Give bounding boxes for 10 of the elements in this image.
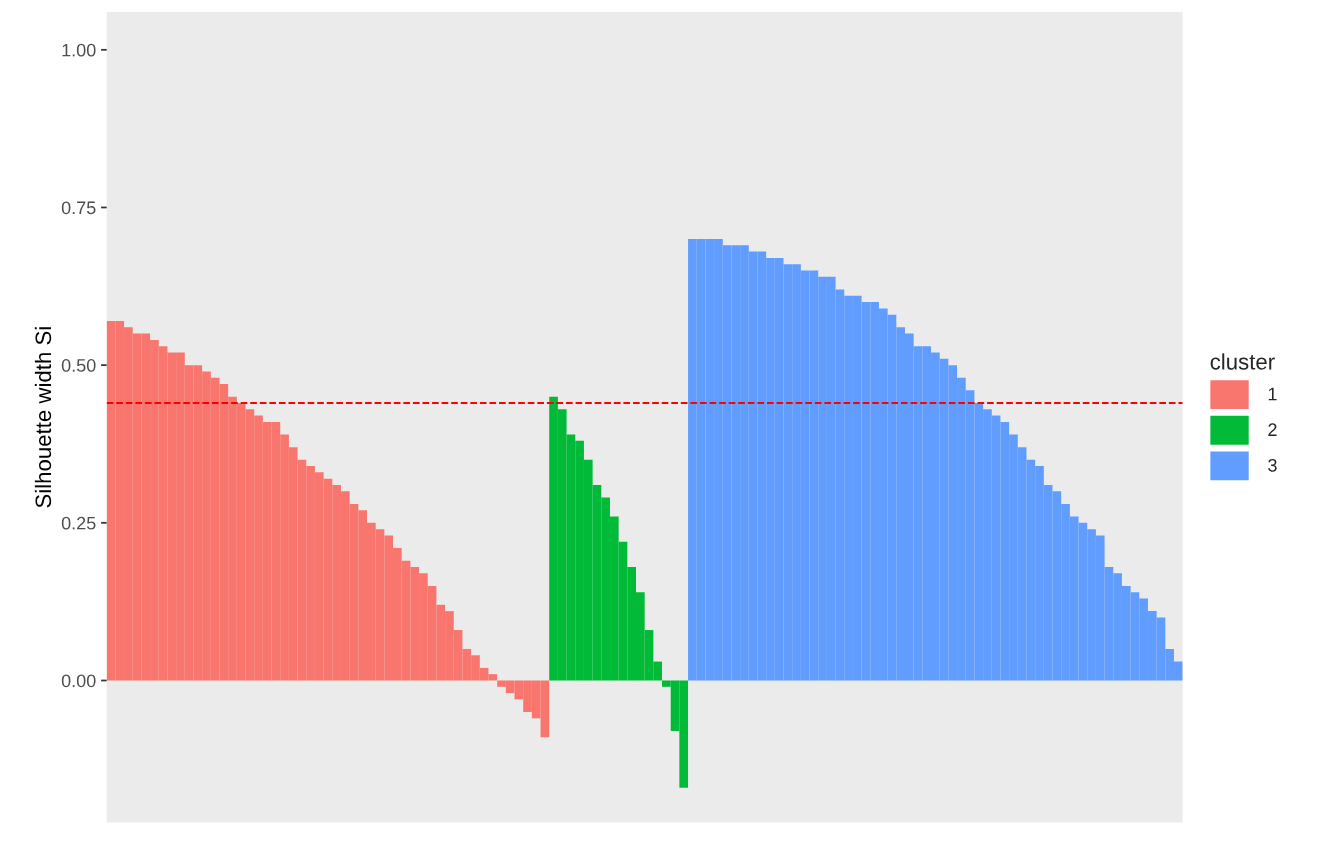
y-axis-title: Silhouette width Si [34, 327, 52, 508]
legend-title: cluster [1210, 353, 1275, 370]
y-tick-label: 1.00 [62, 43, 96, 57]
y-tick-label: 0.00 [61, 674, 96, 688]
legend-label: 3 [1268, 458, 1277, 472]
y-tick-label: 0.75 [61, 201, 96, 215]
legend-label: 1 [1268, 387, 1277, 401]
y-tick-label: 0.25 [61, 516, 96, 530]
legend-label: 2 [1268, 423, 1277, 436]
y-tick-label: 0.50 [61, 359, 96, 372]
